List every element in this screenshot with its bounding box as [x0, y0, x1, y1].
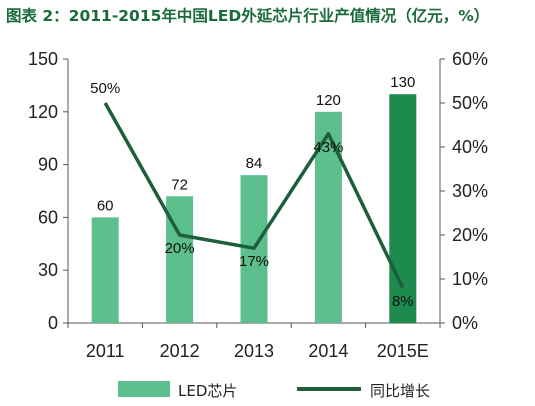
data-labels: 60 72 84 120 130 50% 20% 17% 43% 8% — [90, 74, 415, 310]
right-tick-label: 0% — [452, 313, 478, 333]
right-tick-label: 10% — [452, 269, 488, 289]
bar-value-label: 120 — [316, 92, 341, 109]
legend-line-swatch — [297, 387, 361, 391]
growth-series-line — [103, 102, 405, 289]
x-axis: 2011 2012 2013 2014 2015E — [67, 322, 441, 361]
right-tick-label: 50% — [452, 93, 488, 113]
growth-value-label: 8% — [392, 293, 414, 310]
left-tick-label: 30 — [38, 260, 58, 280]
right-tick-label: 60% — [452, 49, 488, 69]
right-tick-label: 20% — [452, 225, 488, 245]
bar-value-label: 60 — [97, 197, 114, 214]
x-tick-label: 2012 — [160, 341, 200, 361]
bar — [389, 94, 417, 323]
legend-line-label: 同比增长 — [370, 382, 430, 400]
growth-value-label: 43% — [313, 139, 343, 156]
bar-value-label: 72 — [171, 176, 188, 193]
bar-value-label: 84 — [246, 155, 263, 172]
chart-title: 图表 2：2011-2015年中国LED外延芯片行业产值情况（亿元，%） — [6, 7, 490, 25]
growth-value-label: 50% — [90, 80, 120, 97]
x-tick-label: 2015E — [377, 341, 429, 361]
growth-value-label: 20% — [165, 240, 195, 257]
x-tick-label: 2014 — [308, 341, 348, 361]
bar-value-label: 130 — [390, 74, 415, 91]
bars — [91, 94, 417, 323]
right-tick-label: 40% — [452, 137, 488, 157]
left-tick-label: 90 — [38, 155, 58, 175]
right-tick-label: 30% — [452, 181, 488, 201]
left-axis: 0 30 60 90 120 150 — [28, 49, 69, 333]
x-tick-label: 2013 — [234, 341, 274, 361]
right-axis: 0% 10% 20% 30% 40% 50% 60% — [439, 49, 488, 333]
left-tick-label: 60 — [38, 207, 58, 227]
legend-bar-label: LED芯片 — [178, 382, 237, 400]
legend: LED芯片 同比增长 — [118, 381, 430, 400]
left-tick-label: 0 — [48, 313, 58, 333]
growth-value-label: 17% — [239, 253, 269, 270]
left-tick-label: 120 — [28, 102, 58, 122]
left-tick-label: 150 — [28, 49, 58, 69]
bar — [91, 217, 119, 323]
growth-line — [103, 102, 405, 289]
legend-bar-swatch — [118, 381, 170, 397]
x-tick-label: 2011 — [86, 341, 125, 361]
